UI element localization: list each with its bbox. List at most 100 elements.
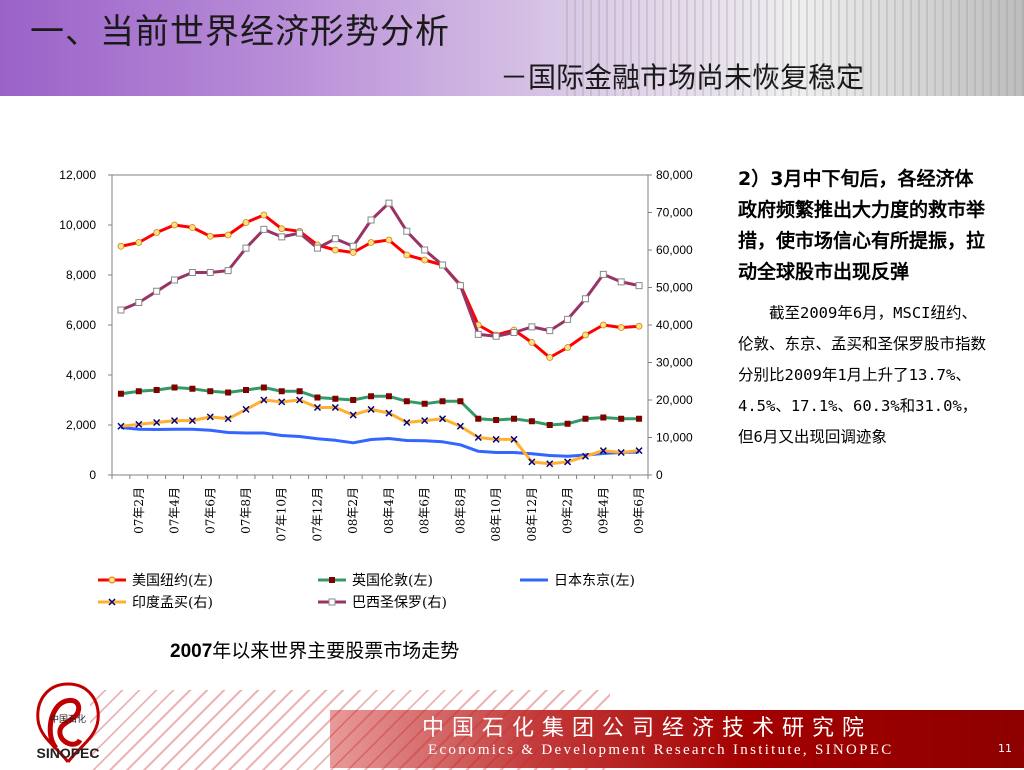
data-point-saopaulo — [581, 295, 589, 303]
legend-label: 巴西圣保罗(右) — [352, 595, 447, 611]
x-tick-label: 08年6月 — [418, 487, 432, 534]
left-tick-label: 0 — [89, 468, 96, 482]
footer-band — [90, 690, 1024, 770]
data-point-saopaulo — [331, 235, 339, 243]
data-point-saopaulo — [206, 269, 214, 276]
left-tick-label: 2,000 — [66, 418, 96, 432]
series-line-mumbai — [120, 398, 640, 466]
data-point-london — [546, 422, 553, 428]
data-point-london — [636, 415, 643, 422]
data-point-mumbai — [581, 452, 589, 460]
data-point-saopaulo — [617, 278, 625, 286]
data-point-london — [511, 415, 517, 422]
left-tick-label: 8,000 — [66, 268, 96, 282]
data-point-london — [457, 398, 464, 405]
data-point-mumbai — [492, 435, 500, 443]
data-point-saopaulo — [635, 282, 643, 290]
data-point-nyc — [242, 219, 250, 226]
data-point-saopaulo — [528, 323, 536, 331]
data-point-nyc — [153, 229, 161, 236]
footer-org-cn: 中国石化集团公司经济技术研究院 — [422, 716, 873, 741]
x-tick-label: 09年2月 — [561, 487, 575, 534]
caption-text: 年以来世界主要股票市场走势 — [212, 640, 460, 662]
data-point-london — [296, 388, 303, 395]
x-tick-label: 07年4月 — [168, 487, 182, 534]
data-point-nyc — [135, 239, 143, 246]
right-tick-label: 20,000 — [656, 393, 693, 407]
data-point-london — [368, 393, 375, 400]
legend-label: 英国伦敦(左) — [352, 572, 433, 589]
data-point-london — [260, 384, 267, 391]
data-point-mumbai — [188, 417, 196, 425]
data-point-nyc — [582, 331, 589, 339]
right-tick-label: 40,000 — [656, 318, 693, 332]
data-point-saopaulo — [117, 306, 125, 314]
data-point-saopaulo — [313, 244, 321, 252]
data-point-saopaulo — [188, 269, 196, 276]
left-tick-label: 12,000 — [59, 168, 96, 182]
data-point-london — [225, 389, 232, 396]
data-point-saopaulo — [171, 276, 179, 284]
data-point-mumbai — [171, 417, 179, 425]
data-point-mumbai — [206, 413, 214, 421]
data-point-mumbai — [349, 411, 357, 419]
data-point-mumbai — [385, 409, 393, 417]
data-point-mumbai — [260, 396, 268, 404]
x-tick-label: 09年6月 — [632, 487, 646, 534]
data-point-london — [582, 415, 589, 422]
data-point-mumbai — [296, 396, 304, 404]
x-tick-label: 07年2月 — [132, 487, 146, 534]
right-tick-label: 0 — [656, 468, 663, 482]
data-point-london — [439, 398, 446, 405]
data-point-london — [385, 393, 392, 400]
x-tick-label: 07年12月 — [310, 487, 324, 542]
data-point-nyc — [188, 224, 196, 231]
data-point-london — [618, 415, 625, 422]
data-point-nyc — [117, 242, 125, 250]
data-point-saopaulo — [403, 227, 411, 235]
data-point-saopaulo — [439, 261, 447, 269]
data-point-london — [528, 418, 535, 425]
data-point-saopaulo — [135, 299, 143, 306]
data-point-mumbai — [331, 403, 339, 412]
data-point-london — [278, 388, 285, 395]
data-point-saopaulo — [546, 327, 554, 335]
data-point-saopaulo — [224, 267, 232, 275]
data-point-saopaulo — [296, 229, 304, 237]
data-point-saopaulo — [385, 199, 393, 207]
data-point-nyc — [528, 339, 536, 346]
series-line-tokyo — [120, 426, 640, 458]
data-point-nyc — [278, 225, 286, 233]
page-number: 11 — [998, 742, 1012, 755]
data-point-london — [314, 394, 321, 401]
data-point-london — [117, 390, 124, 397]
data-point-nyc — [171, 221, 178, 229]
sinopec-logo-icon: 中国石化 SINOPEC — [36, 682, 100, 763]
data-point-saopaulo — [564, 315, 572, 323]
right-tick-label: 50,000 — [656, 281, 693, 295]
data-point-mumbai — [599, 447, 607, 455]
data-point-mumbai — [153, 418, 161, 427]
data-point-mumbai — [617, 448, 625, 457]
data-point-nyc — [546, 354, 554, 361]
legend-label: 日本东京(左) — [554, 573, 635, 589]
legend-label: 印度孟买(右) — [132, 595, 213, 611]
x-tick-label: 07年6月 — [203, 487, 217, 534]
data-point-saopaulo — [278, 233, 286, 241]
x-tick-label: 08年8月 — [453, 487, 467, 534]
data-point-saopaulo — [260, 225, 268, 233]
x-tick-label: 08年4月 — [382, 487, 396, 534]
data-point-london — [403, 398, 410, 405]
header-banner: 一、当前世界经济形势分析 －国际金融市场尚未恢复稳定 — [0, 0, 1024, 96]
data-point-mumbai — [635, 447, 643, 455]
data-point-london — [135, 388, 142, 395]
data-point-nyc — [367, 239, 375, 246]
x-tick-label: 09年4月 — [596, 487, 610, 534]
legend-marker — [108, 576, 116, 584]
data-point-london — [421, 400, 428, 407]
logo-text: 中国石化 — [50, 713, 86, 725]
data-point-mumbai — [278, 398, 286, 406]
data-point-nyc — [635, 322, 643, 330]
legend-marker — [329, 577, 335, 583]
data-point-mumbai — [421, 417, 429, 425]
